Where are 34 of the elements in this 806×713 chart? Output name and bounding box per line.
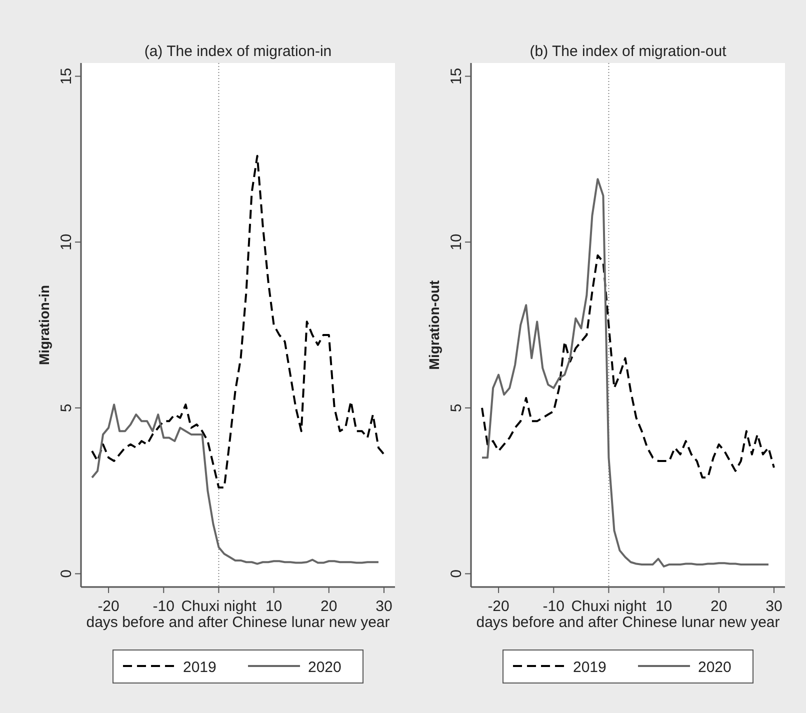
y-axis-title: Migration-out [426,280,442,370]
line-series [91,154,385,489]
x-tick-label: 10 [655,598,672,615]
x-axis-title: days before and after Chinese lunar new year [476,614,780,631]
line-series [481,254,775,479]
y-tick-label: 5 [58,404,75,412]
y-tick-label: 0 [448,570,465,578]
x-tick-label: Chuxi night [571,598,648,615]
x-tick-label: -10 [152,598,174,615]
x-tick-label: 20 [320,598,338,615]
x-tick-label: -10 [542,598,564,615]
line-series [481,178,770,568]
chart-title: (b) The index of migration-out [530,43,728,60]
x-tick-label: 20 [710,598,728,615]
legend-label: 2019 [573,659,606,676]
y-tick-label: 10 [58,234,75,250]
legend-label: 2020 [698,659,732,676]
chart-title: (a) The index of migration-in [144,43,332,60]
y-tick-label: 5 [448,404,465,412]
y-tick-label: 10 [448,234,465,250]
line-series [91,404,380,565]
x-tick-label: 30 [766,598,782,615]
x-tick-label: 30 [376,598,392,615]
y-tick-label: 15 [58,68,75,85]
x-tick-label: -20 [98,598,120,615]
legend-label: 2020 [308,659,342,676]
legend-label: 2019 [183,659,216,676]
y-tick-label: 15 [448,68,465,85]
x-tick-label: 10 [265,598,282,615]
x-axis-title: days before and after Chinese lunar new year [86,614,390,631]
x-tick-label: Chuxi night [181,598,258,615]
y-tick-label: 0 [58,570,75,578]
y-axis-title: Migration-in [36,284,52,366]
x-tick-label: -20 [488,598,510,615]
